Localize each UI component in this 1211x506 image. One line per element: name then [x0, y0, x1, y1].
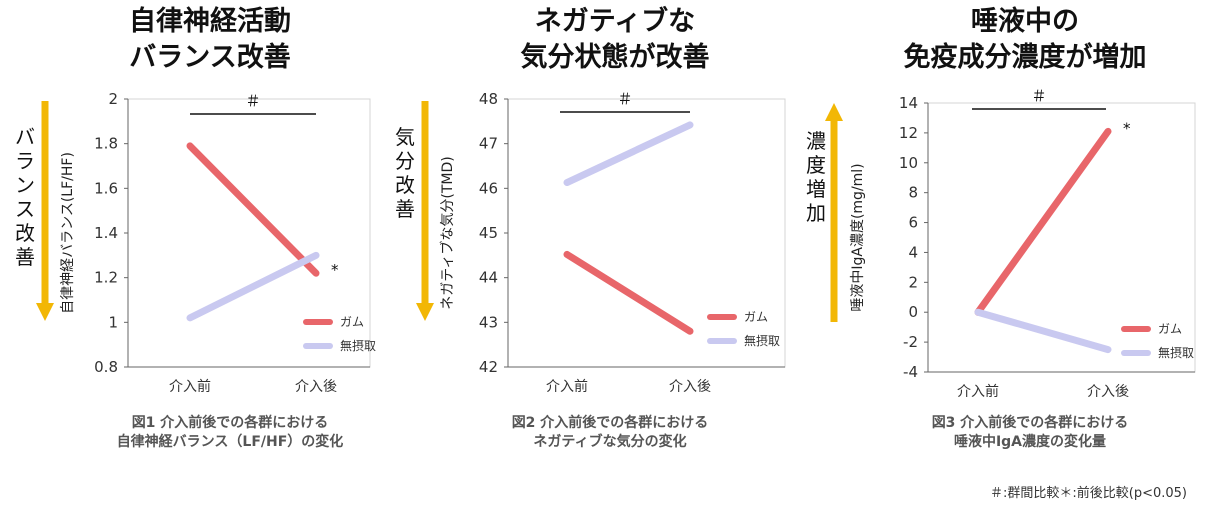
chart-2: 42 43 44 45 46 47 48 介入前 介入後 ネガティブな気分(TMD) 気分改善 ＃ ガム…	[395, 90, 786, 395]
chart-2-series-line-2	[563, 121, 694, 187]
chart-1-y-tick-label: 0.8	[94, 358, 118, 376]
chart-3-legend-label-2: 無摂取	[1158, 345, 1194, 360]
chart-3-y-tick-label: -2	[903, 333, 918, 351]
chart-1-title-line-1: 自律神経活動	[129, 6, 291, 37]
chart-2-title-line-1: ネガティブな	[534, 6, 696, 37]
chart-3-caption-line-1: 図3 介入前後での各群における	[931, 415, 1129, 431]
chart-2-y-tick-label: 47	[479, 135, 498, 153]
chart-3-arrow-label: 濃度増加	[806, 129, 826, 225]
chart-2-title: ネガティブな 気分状態が改善	[455, 4, 775, 76]
chart-3-title-line-2: 免疫成分濃度が増加	[903, 42, 1147, 73]
chart-1-group-mark: ＃	[245, 92, 260, 110]
chart-2-series-line-1	[563, 250, 694, 335]
chart-1-series-line-1	[186, 142, 320, 277]
chart-1-y-tick-label: 1	[108, 313, 118, 331]
significance-footnote: ＃:群間比較＊:前後比較(p<0.05)	[990, 486, 1187, 501]
chart-3-y-tick-label: 2	[908, 273, 918, 291]
chart-3-caption-line-2: 唾液中IgA濃度の変化量	[953, 434, 1107, 450]
chart-2-x-tick-label: 介入前	[546, 378, 588, 395]
chart-1-y-tick-label: 2	[108, 90, 118, 108]
chart-3-y-tick-label: -4	[903, 363, 918, 381]
chart-2-y-tick-label: 45	[479, 224, 498, 242]
chart-3-series-line-2	[974, 308, 1112, 354]
chart-2-x-tick-label: 介入後	[669, 379, 711, 395]
chart-3-y-axis-label: 唾液中IgA濃度(mg/ml)	[850, 163, 866, 311]
chart-3-series-line-1	[974, 127, 1112, 316]
chart-1-title-line-2: バランス改善	[129, 42, 291, 73]
chart-1-legend-label-1: ガム	[340, 315, 364, 329]
chart-1-legend-label-2: 無摂取	[340, 338, 376, 353]
chart-2-caption-line-2: ネガティブな気分の変化	[533, 434, 687, 450]
chart-3-y-tick-label: 6	[908, 214, 918, 232]
chart-1-title: 自律神経活動 バランス改善	[60, 4, 360, 76]
chart-2-y-axis-label: ネガティブな気分(TMD)	[439, 156, 456, 310]
chart-2-y-tick-label: 48	[479, 90, 498, 108]
chart-3-caption: 図3 介入前後での各群における 唾液中IgA濃度の変化量	[860, 414, 1200, 452]
chart-3-y-tick-label: 12	[899, 124, 918, 142]
chart-3-y-tick-label: 10	[899, 154, 918, 172]
chart-1-caption-line-1: 図1 介入前後での各群における	[131, 415, 329, 431]
chart-2-caption: 図2 介入前後での各群における ネガティブな気分の変化	[440, 414, 780, 452]
chart-3-title: 唾液中の 免疫成分濃度が増加	[860, 4, 1190, 76]
chart-2-y-tick-label: 43	[479, 313, 498, 331]
chart-3-y-tick-label: 8	[908, 184, 918, 202]
chart-1-arrow-shaft	[41, 101, 49, 305]
chart-1-series-line-2	[186, 251, 320, 322]
chart-3: -4 -2 0 2 4 6 8 10 12 14 介入前 介入後 唾液中IgA濃度(mg/ml) 濃度増加…	[806, 87, 1196, 400]
chart-3-arrow-head-up-icon	[825, 103, 843, 121]
chart-1-y-tick-label: 1.8	[94, 135, 118, 153]
chart-3-arrow-shaft	[830, 119, 838, 322]
chart-2-legend-label-1: ガム	[744, 310, 768, 324]
chart-1-arrow-head-down-icon	[36, 303, 54, 321]
chart-2-y-tick-label: 44	[479, 269, 498, 287]
chart-2-y-tick-label: 46	[479, 179, 498, 197]
chart-3-post-mark: *	[1123, 119, 1131, 137]
chart-1-arrow-label: バランス改善	[15, 125, 35, 269]
chart-3-y-tick-label: 14	[899, 94, 918, 112]
chart-3-plot-frame	[927, 102, 1196, 373]
chart-1-caption: 図1 介入前後での各群における 自律神経バランス（LF/HF）の変化	[60, 414, 400, 452]
chart-3-y-tick-label: 0	[908, 303, 918, 321]
chart-3-x-tick-label: 介入前	[957, 383, 999, 400]
chart-2-y-tick-label: 42	[479, 358, 498, 376]
chart-3-group-mark: ＃	[1031, 87, 1046, 105]
chart-1-x-tick-label: 介入前	[169, 378, 211, 395]
chart-3-x-tick-label: 介入後	[1087, 384, 1129, 400]
chart-1-y-tick-label: 1.6	[94, 179, 118, 197]
chart-2-arrow-label: 気分改善	[395, 125, 415, 221]
chart-2-caption-line-1: 図2 介入前後での各群における	[511, 415, 709, 431]
chart-1-caption-line-2: 自律神経バランス（LF/HF）の変化	[116, 434, 344, 450]
chart-1-y-axis-label: 自律神経バランス(LF/HF)	[60, 152, 76, 314]
chart-2-arrow-head-down-icon	[416, 303, 434, 321]
chart-2-plot-frame	[507, 98, 786, 368]
chart-2-arrow-shaft	[421, 101, 429, 305]
chart-1-x-tick-label: 介入後	[295, 379, 337, 395]
chart-1-y-tick-label: 1.4	[94, 224, 118, 242]
chart-2-title-line-2: 気分状態が改善	[520, 42, 710, 73]
chart-2-group-mark: ＃	[617, 90, 632, 108]
chart-1-plot-frame	[127, 98, 371, 368]
chart-3-legend-label-1: ガム	[1158, 322, 1182, 336]
chart-1-post-mark: *	[331, 261, 339, 279]
chart-2-legend-label-2: 無摂取	[744, 333, 780, 348]
chart-1: 0.8 1 1.2 1.4 1.6 1.8 2 介入前 介入後 自律神経バランス(LF/HF) バラ…	[15, 90, 376, 395]
chart-3-y-tick-label: 4	[908, 243, 918, 261]
chart-1-y-tick-label: 1.2	[94, 269, 118, 287]
chart-3-title-line-1: 唾液中の	[971, 6, 1079, 37]
